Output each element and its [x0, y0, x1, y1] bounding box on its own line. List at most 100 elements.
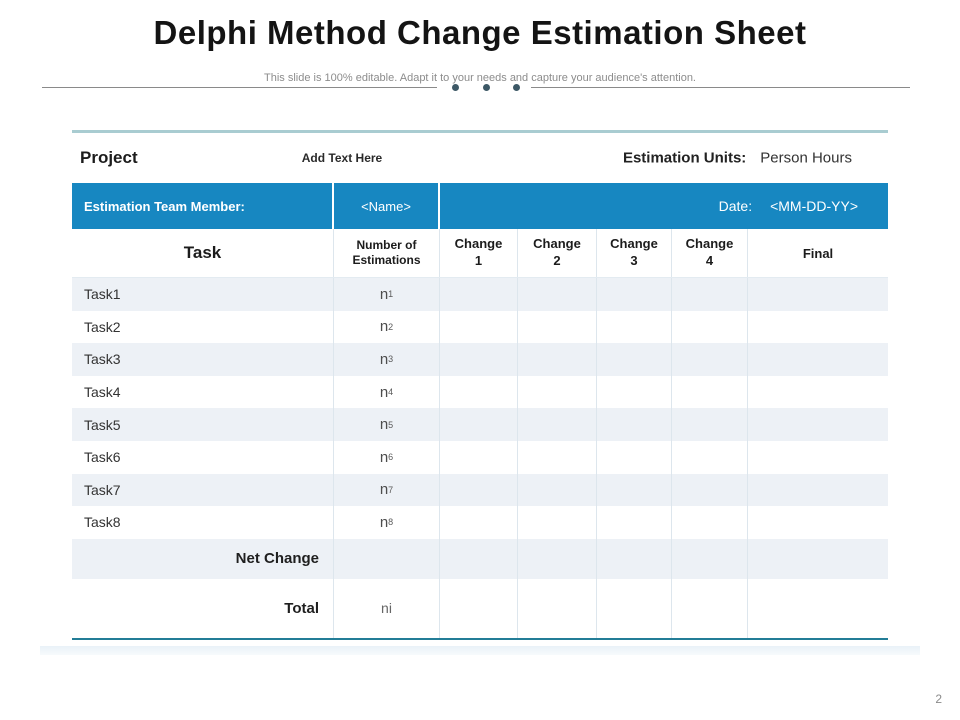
- n-base: n: [379, 416, 389, 434]
- n-subscript: 1: [388, 289, 394, 300]
- column-header-change1: Change 1: [440, 229, 518, 277]
- n-base: n: [379, 318, 389, 336]
- empty-cell[interactable]: [672, 375, 748, 409]
- empty-cell[interactable]: [597, 375, 672, 409]
- empty-cell[interactable]: [597, 408, 672, 441]
- empty-cell[interactable]: [748, 408, 888, 441]
- empty-cell[interactable]: [748, 474, 888, 507]
- empty-cell[interactable]: [597, 278, 672, 311]
- empty-cell[interactable]: [672, 506, 748, 539]
- empty-cell[interactable]: [518, 343, 597, 376]
- column-header-estimations: Number of Estimations: [334, 229, 440, 277]
- empty-cell[interactable]: [440, 538, 518, 579]
- decorative-dots: [452, 84, 520, 91]
- n-base: n: [379, 285, 389, 303]
- empty-cell[interactable]: [518, 473, 597, 507]
- empty-cell[interactable]: [440, 440, 518, 474]
- empty-cell[interactable]: [748, 343, 888, 376]
- empty-cell[interactable]: [672, 343, 748, 376]
- empty-cell[interactable]: [672, 278, 748, 311]
- n-subscript: 4: [388, 387, 394, 398]
- n-subscript: 5: [388, 419, 394, 430]
- task-label: Task8: [72, 506, 334, 539]
- team-member-label: Estimation Team Member:: [72, 183, 334, 229]
- n-subscript: 6: [388, 452, 394, 463]
- empty-cell[interactable]: [597, 440, 672, 474]
- date-value-placeholder[interactable]: <MM-DD-YY>: [770, 198, 858, 214]
- empty-cell[interactable]: [597, 343, 672, 376]
- empty-cell[interactable]: [440, 578, 518, 638]
- empty-cell[interactable]: [518, 278, 597, 311]
- net-change-row: Net Change: [72, 538, 888, 579]
- empty-cell[interactable]: [672, 440, 748, 474]
- empty-cell[interactable]: [597, 310, 672, 344]
- column-header-row: Task Number of Estimations Change 1 Chan…: [72, 229, 888, 278]
- empty-cell[interactable]: [518, 440, 597, 474]
- empty-cell[interactable]: [672, 408, 748, 441]
- empty-cell[interactable]: [748, 441, 888, 474]
- team-member-name-placeholder[interactable]: <Name>: [334, 183, 440, 229]
- empty-cell[interactable]: [440, 506, 518, 539]
- column-header-task: Task: [72, 229, 334, 277]
- empty-cell[interactable]: [672, 578, 748, 638]
- empty-cell[interactable]: [597, 506, 672, 539]
- empty-cell[interactable]: [672, 473, 748, 507]
- subtitle: This slide is 100% editable. Adapt it to…: [264, 72, 696, 84]
- empty-cell[interactable]: [518, 375, 597, 409]
- empty-cell[interactable]: [440, 375, 518, 409]
- task-label: Task1: [72, 278, 334, 311]
- empty-cell[interactable]: [748, 579, 888, 638]
- task-label: Task5: [72, 408, 334, 441]
- total-estimations-value: ni: [334, 578, 440, 638]
- empty-cell[interactable]: [440, 343, 518, 376]
- empty-cell[interactable]: [518, 506, 597, 539]
- sheet-bottom-rule: [72, 637, 888, 640]
- empty-cell[interactable]: [748, 311, 888, 344]
- empty-cell[interactable]: [440, 278, 518, 311]
- dot-icon: [513, 84, 520, 91]
- total-row: Total ni: [72, 578, 888, 638]
- project-label: Project: [80, 148, 138, 167]
- empty-cell[interactable]: [748, 376, 888, 409]
- empty-cell[interactable]: [672, 538, 748, 579]
- empty-cell[interactable]: [334, 538, 440, 579]
- n-base: n: [379, 513, 389, 531]
- task-label: Task6: [72, 440, 334, 474]
- column-header-change2: Change 2: [518, 229, 597, 277]
- n-base: n: [379, 383, 389, 401]
- empty-cell[interactable]: [440, 310, 518, 344]
- empty-cell[interactable]: [672, 310, 748, 344]
- empty-cell[interactable]: [748, 539, 888, 579]
- dot-icon: [482, 84, 490, 91]
- empty-cell[interactable]: [440, 408, 518, 441]
- sheet-top-rule: [72, 130, 888, 133]
- empty-cell[interactable]: [518, 538, 597, 579]
- column-header-change4: Change 4: [672, 229, 748, 277]
- empty-cell[interactable]: [518, 408, 597, 441]
- empty-cell[interactable]: [440, 473, 518, 507]
- empty-cell[interactable]: [597, 578, 672, 638]
- dot-icon: [452, 84, 459, 91]
- task-label: Task7: [72, 473, 334, 507]
- date-label: Date:: [718, 198, 753, 214]
- empty-cell[interactable]: [518, 310, 597, 344]
- n-base: n: [379, 448, 389, 466]
- project-name-placeholder[interactable]: Add Text Here: [301, 151, 383, 165]
- total-label: Total: [72, 578, 334, 638]
- empty-cell[interactable]: [748, 278, 888, 311]
- empty-cell[interactable]: [597, 538, 672, 579]
- empty-cell[interactable]: [748, 506, 888, 539]
- empty-cell[interactable]: [597, 473, 672, 507]
- empty-cell[interactable]: [518, 578, 597, 638]
